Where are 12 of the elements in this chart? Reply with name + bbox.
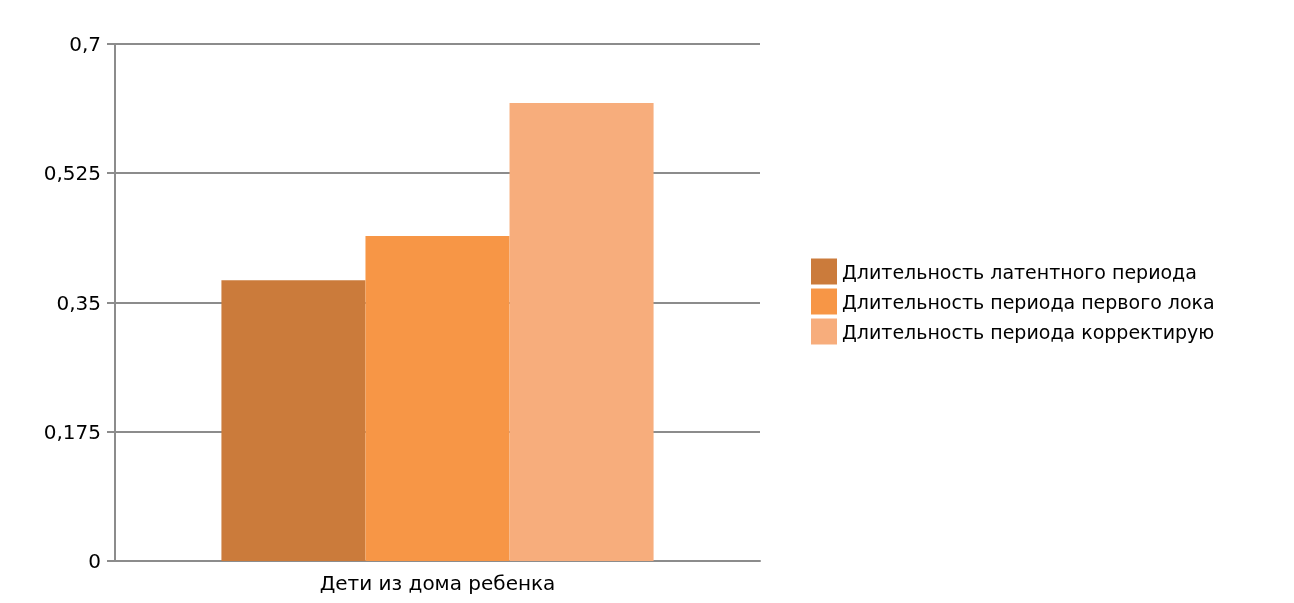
legend-label: Длительность периода корректирую <box>842 320 1215 343</box>
bar <box>509 103 654 561</box>
bar <box>221 280 366 561</box>
x-tick-label: Дети из дома ребенка <box>319 571 556 595</box>
y-tick-label: 0 <box>88 549 101 573</box>
y-tick-label: 0,35 <box>56 290 101 315</box>
legend-label: Длительность периода первого лока <box>842 290 1215 313</box>
y-tick-label: 0,175 <box>43 419 101 444</box>
y-tick-label: 0,525 <box>43 161 101 186</box>
legend-label: Длительность латентного периода <box>842 260 1197 283</box>
y-tick-label: 0,7 <box>69 32 101 56</box>
bar <box>365 236 510 561</box>
